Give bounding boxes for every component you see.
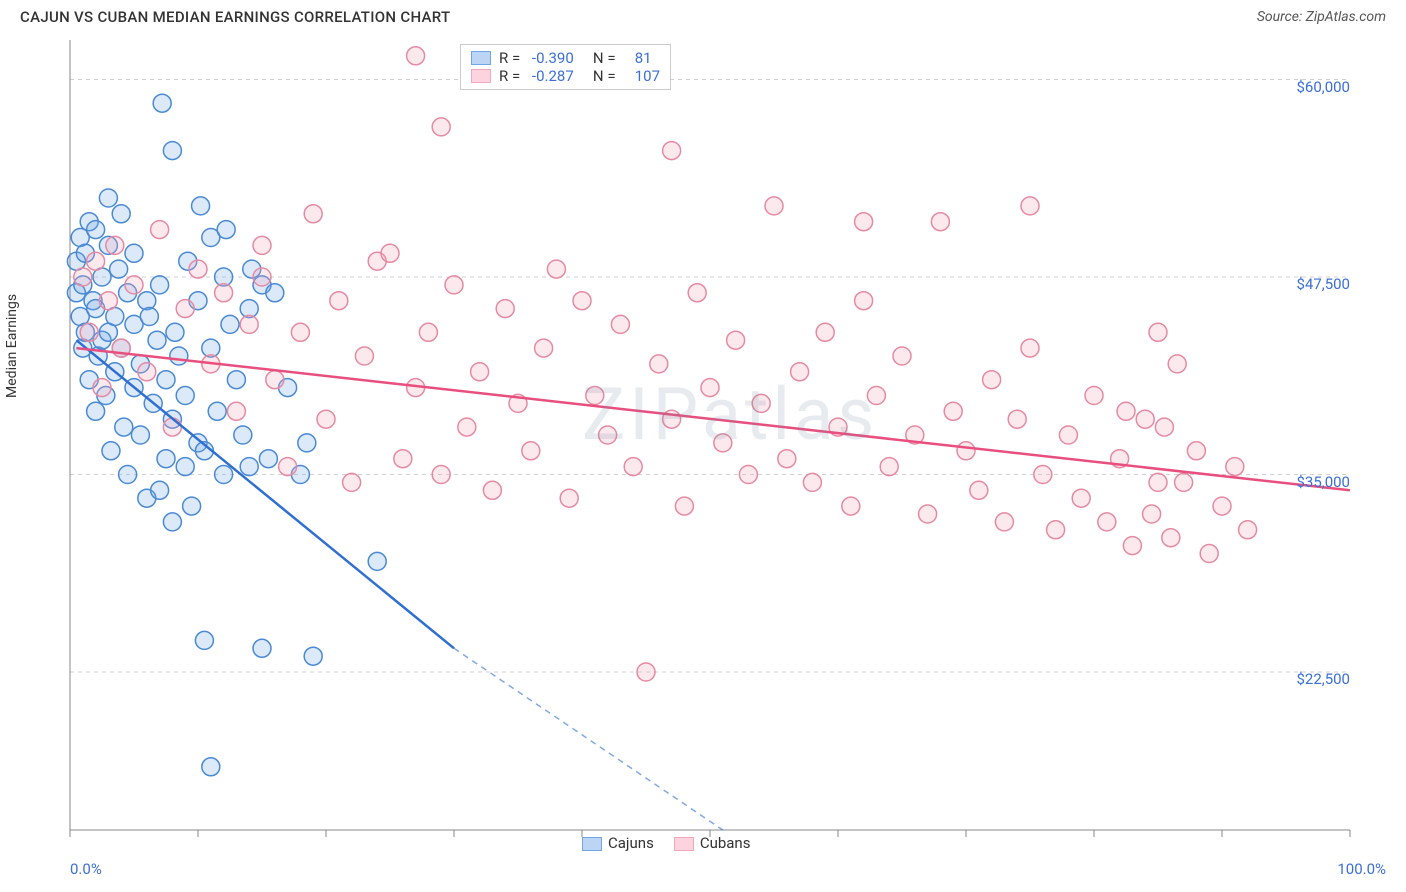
y-tick-label: $47,500 bbox=[1270, 275, 1350, 293]
chart-area: Median Earnings ZIPatlas R = -0.390 N = … bbox=[20, 30, 1386, 854]
chart-source: Source: ZipAtlas.com bbox=[1257, 9, 1386, 25]
y-tick-label: $22,500 bbox=[1270, 670, 1350, 688]
chart-title: CAJUN VS CUBAN MEDIAN EARNINGS CORRELATI… bbox=[20, 8, 450, 26]
x-axis-labels: 0.0% 100.0% bbox=[20, 854, 1386, 878]
x-max-label: 100.0% bbox=[1337, 860, 1386, 878]
y-tick-label: $35,000 bbox=[1270, 473, 1350, 491]
y-axis-label: Median Earnings bbox=[4, 294, 20, 398]
legend-row: R = -0.287 N = 107 bbox=[471, 67, 660, 85]
legend-item: Cajuns bbox=[582, 834, 654, 852]
series-legend: Cajuns Cubans bbox=[582, 834, 750, 852]
x-min-label: 0.0% bbox=[70, 860, 102, 878]
y-tick-label: $60,000 bbox=[1270, 78, 1350, 96]
correlation-legend: R = -0.390 N = 81R = -0.287 N = 107 bbox=[460, 44, 671, 90]
legend-item: Cubans bbox=[674, 834, 751, 852]
scatter-chart bbox=[20, 30, 1370, 850]
chart-header: CAJUN VS CUBAN MEDIAN EARNINGS CORRELATI… bbox=[0, 0, 1406, 30]
legend-row: R = -0.390 N = 81 bbox=[471, 49, 660, 67]
